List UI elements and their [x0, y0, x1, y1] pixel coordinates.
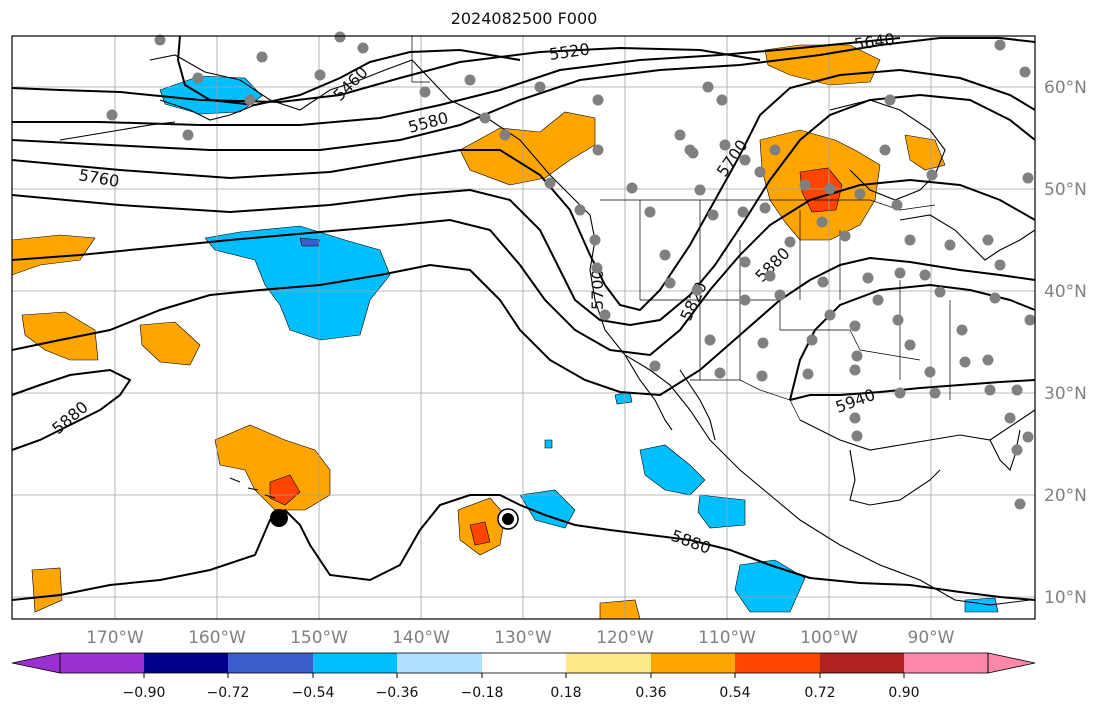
lon-labels: 170°W 160°W 150°W 140°W 130°W 120°W 110°…: [86, 628, 955, 648]
colorbar-tick-label: −0.90: [123, 685, 166, 701]
contour-5580: [12, 37, 901, 126]
colorbar-segment: [566, 653, 651, 673]
blue-anomaly-south: [734, 559, 806, 613]
lat-label: 30°N: [1044, 384, 1087, 404]
colorbar-segment: [735, 653, 820, 673]
colorbar-segment: [60, 653, 144, 673]
contour-5880-main: [11, 256, 1036, 397]
map-title: 2024082500 F000: [450, 9, 598, 28]
colorbar-segment: [904, 653, 988, 673]
colorbar-segment: [820, 653, 904, 673]
cyclone-marker-hawaii: [270, 509, 288, 527]
colorbar-tick-label: 0.18: [550, 685, 581, 701]
colorbar-tick-label: 0.90: [888, 685, 919, 701]
contour-5460: [176, 35, 521, 107]
blue-anomaly-small-3: [964, 597, 999, 613]
lon-label: 140°W: [392, 628, 450, 648]
lat-label: 40°N: [1044, 282, 1087, 302]
colorbar-tick-label: 0.36: [635, 685, 666, 701]
height-contours: [11, 35, 1036, 601]
colorbar-tick-label: 0.72: [804, 685, 835, 701]
red-anomaly-canada: [799, 167, 843, 213]
contour-5820: [11, 178, 1036, 357]
lon-label: 90°W: [908, 628, 955, 648]
colorbar-segment: [144, 653, 228, 673]
lon-label: 170°W: [86, 628, 144, 648]
lat-label: 20°N: [1044, 486, 1087, 506]
colorbar-segment: [482, 653, 566, 673]
colorbar-tick-label: −0.54: [292, 685, 335, 701]
orange-anomaly-east: [904, 134, 946, 171]
orange-anomaly-mid-west: [139, 321, 201, 366]
colorbar-extend-right: [987, 652, 1036, 674]
cyclone-markers: [270, 508, 519, 530]
blue-anomaly-inner: [299, 237, 321, 247]
colorbar-tick-label: −0.36: [376, 685, 419, 701]
lat-lon-grid: [12, 36, 1035, 619]
blue-anomaly-mexico-2: [697, 494, 746, 529]
blue-anomaly-mexico-1: [639, 444, 706, 496]
lon-label: 120°W: [596, 628, 654, 648]
contour-5880-south: [11, 368, 132, 451]
lon-label: 160°W: [188, 628, 246, 648]
orange-anomaly-hawaii: [214, 424, 331, 511]
colorbar: −0.90 −0.72 −0.54 −0.36 −0.18 0.18 0.36 …: [11, 652, 1036, 701]
orange-anomaly-far-west: [21, 311, 99, 361]
colorbar-tick-label: −0.18: [461, 685, 504, 701]
lon-label: 100°W: [800, 628, 858, 648]
station-dots: [106, 31, 1036, 510]
blue-anomaly-small-1: [544, 439, 553, 449]
colorbar-segment: [313, 653, 397, 673]
lat-label: 10°N: [1044, 588, 1087, 608]
contour-5640: [11, 37, 1036, 151]
contour-5760: [11, 93, 1036, 327]
orange-anomaly-southcenter: [599, 599, 641, 620]
blue-anomaly-mexico-3: [519, 489, 576, 529]
colorbar-segment: [228, 653, 313, 673]
lat-label: 60°N: [1044, 78, 1087, 98]
red-anomaly-south: [469, 521, 491, 546]
contour-5700: [11, 68, 1036, 312]
lon-label: 150°W: [290, 628, 348, 648]
contour-5880-lower: [11, 494, 1036, 601]
lon-label: 130°W: [494, 628, 552, 648]
colorbar-tick-label: 0.54: [719, 685, 750, 701]
colorbar-tick-label: −0.72: [207, 685, 250, 701]
lon-label: 110°W: [698, 628, 756, 648]
contour-label: 5700: [588, 269, 607, 310]
lat-label: 50°N: [1044, 180, 1087, 200]
contour-5520: [11, 46, 761, 104]
blue-anomaly-pacific-north: [204, 225, 391, 341]
colorbar-extend-left: [11, 652, 61, 674]
colorbar-segment: [397, 653, 482, 673]
colorbar-segment: [651, 653, 735, 673]
map-frame: [11, 35, 1036, 620]
lat-labels: 60°N 50°N 40°N 30°N 20°N 10°N: [1044, 78, 1087, 608]
